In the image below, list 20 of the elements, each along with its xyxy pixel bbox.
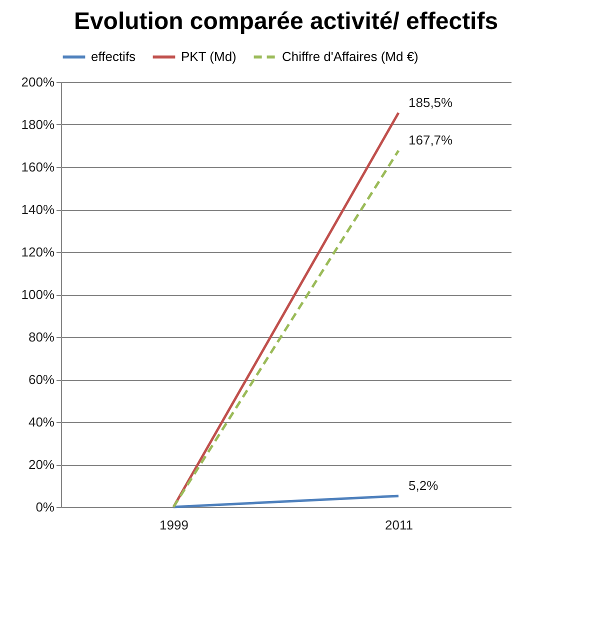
y-tick-label: 180%: [21, 117, 55, 132]
data-label: 167,7%: [408, 132, 454, 148]
y-tick-label: 40%: [28, 414, 55, 430]
legend-label: PKT (Md): [181, 49, 236, 64]
data-label: 185,5%: [408, 94, 454, 110]
y-tick-label: 80%: [28, 330, 55, 344]
legend-label: Chiffre d'Affaires (Md €): [282, 49, 418, 64]
y-tick-label: 20%: [28, 457, 55, 472]
chart-title: Evolution comparée activité/ effectifs: [74, 8, 498, 35]
y-tick-label: 0%: [36, 500, 55, 514]
y-tick-label: 100%: [21, 287, 55, 302]
y-tick-label: 140%: [21, 202, 55, 217]
x-tick-label: 2011: [385, 518, 413, 532]
x-tick-label: 1999: [160, 518, 188, 532]
y-tick-label: 160%: [21, 160, 55, 174]
y-tick-label: 200%: [21, 74, 55, 90]
y-tick-label: 120%: [21, 244, 55, 260]
legend-label: effectifs: [91, 49, 136, 64]
data-label: 5,2%: [408, 478, 439, 493]
y-tick-label: 60%: [28, 372, 55, 387]
